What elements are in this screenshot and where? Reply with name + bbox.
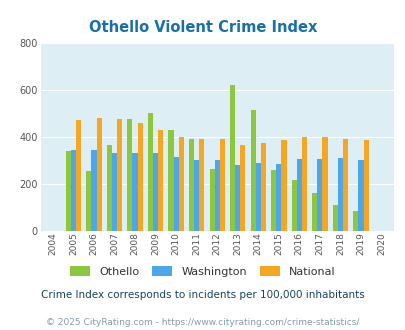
- Bar: [76, 120, 81, 231]
- Bar: [234, 165, 240, 231]
- Bar: [86, 171, 91, 231]
- Bar: [117, 119, 122, 231]
- Bar: [352, 211, 358, 231]
- Bar: [337, 158, 342, 231]
- Bar: [332, 205, 337, 231]
- Bar: [147, 114, 153, 231]
- Bar: [71, 150, 76, 231]
- Bar: [255, 163, 260, 231]
- Bar: [132, 153, 137, 231]
- Bar: [291, 181, 296, 231]
- Bar: [317, 159, 322, 231]
- Bar: [301, 137, 306, 231]
- Bar: [219, 139, 224, 231]
- Bar: [296, 159, 301, 231]
- Bar: [275, 164, 281, 231]
- Text: Othello Violent Crime Index: Othello Violent Crime Index: [89, 20, 316, 35]
- Bar: [127, 119, 132, 231]
- Bar: [199, 139, 204, 231]
- Bar: [168, 130, 173, 231]
- Bar: [137, 123, 143, 231]
- Legend: Othello, Washington, National: Othello, Washington, National: [66, 261, 339, 281]
- Bar: [107, 145, 112, 231]
- Bar: [358, 160, 362, 231]
- Bar: [214, 160, 219, 231]
- Bar: [153, 153, 158, 231]
- Bar: [342, 139, 347, 231]
- Bar: [260, 143, 265, 231]
- Bar: [322, 137, 327, 231]
- Bar: [209, 169, 214, 231]
- Bar: [362, 141, 368, 231]
- Bar: [230, 85, 234, 231]
- Bar: [311, 193, 317, 231]
- Bar: [178, 137, 183, 231]
- Bar: [250, 110, 255, 231]
- Bar: [66, 151, 71, 231]
- Bar: [281, 141, 286, 231]
- Bar: [96, 118, 101, 231]
- Bar: [112, 153, 117, 231]
- Text: © 2025 CityRating.com - https://www.cityrating.com/crime-statistics/: © 2025 CityRating.com - https://www.city…: [46, 318, 359, 327]
- Bar: [158, 130, 163, 231]
- Bar: [271, 170, 275, 231]
- Bar: [91, 150, 96, 231]
- Text: Crime Index corresponds to incidents per 100,000 inhabitants: Crime Index corresponds to incidents per…: [41, 290, 364, 300]
- Bar: [240, 145, 245, 231]
- Bar: [194, 160, 199, 231]
- Bar: [188, 139, 194, 231]
- Bar: [173, 157, 178, 231]
